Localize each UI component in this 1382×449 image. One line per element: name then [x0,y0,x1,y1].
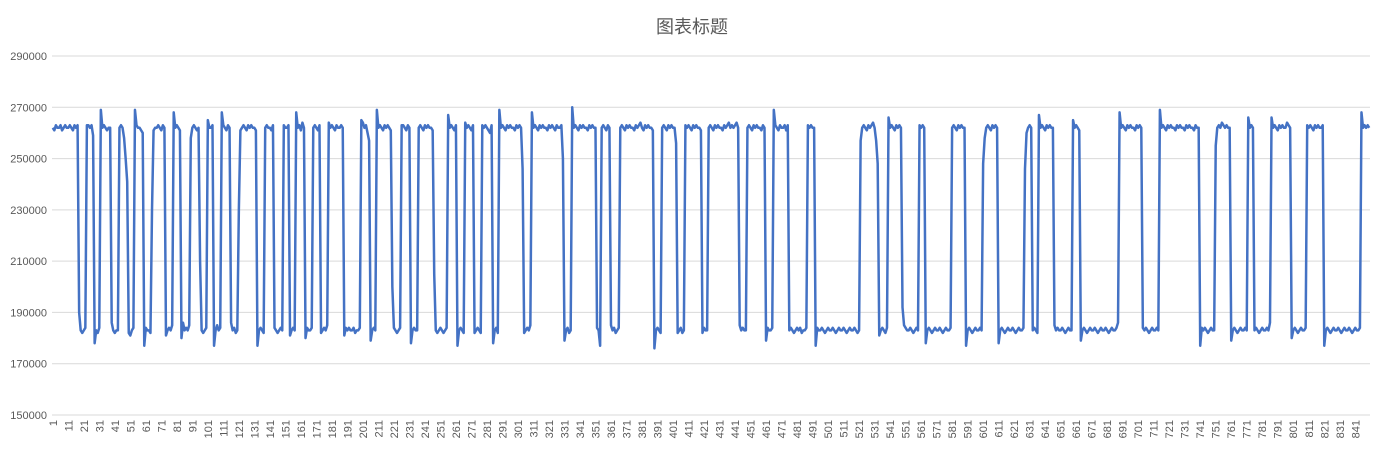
x-tick-label: 801 [1288,420,1300,438]
x-tick-label: 261 [451,420,463,438]
x-tick-label: 451 [746,420,758,438]
x-tick-label: 291 [497,420,509,438]
x-tick-label: 821 [1319,420,1331,438]
x-tick-label: 671 [1087,420,1099,438]
x-tick-label: 211 [373,420,385,438]
x-tick-label: 561 [916,420,928,438]
x-tick-label: 181 [327,420,339,438]
x-tick-label: 141 [265,420,277,438]
x-tick-label: 631 [1025,420,1037,438]
x-tick-label: 831 [1335,420,1347,438]
x-tick-label: 691 [1118,420,1130,438]
x-tick-label: 741 [1195,420,1207,438]
x-tick-label: 381 [637,420,649,438]
x-tick-label: 371 [621,420,633,438]
x-tick-label: 761 [1226,420,1238,438]
x-tick-label: 1 [48,420,60,426]
x-tick-label: 571 [932,420,944,438]
x-tick-label: 811 [1304,420,1316,438]
x-tick-label: 231 [404,420,416,438]
x-tick-label: 551 [901,420,913,438]
x-tick-label: 131 [249,420,261,438]
y-tick-label: 190000 [10,307,47,319]
x-tick-label: 621 [1009,420,1021,438]
x-tick-label: 771 [1242,420,1254,438]
x-tick-label: 651 [1056,420,1068,438]
x-tick-label: 501 [823,420,835,438]
x-tick-label: 331 [559,420,571,438]
x-tick-label: 301 [513,420,525,438]
x-tick-label: 241 [420,420,432,438]
x-tick-label: 751 [1211,420,1223,438]
x-tick-label: 191 [342,420,354,438]
x-tick-label: 31 [94,420,106,432]
x-tick-label: 351 [590,420,602,438]
x-tick-label: 151 [280,420,292,438]
x-tick-label: 491 [808,420,820,438]
x-tick-label: 251 [435,420,447,438]
x-tick-label: 71 [156,420,168,432]
x-tick-label: 411 [684,420,696,438]
x-tick-label: 661 [1071,420,1083,438]
y-tick-label: 210000 [10,256,47,268]
x-tick-label: 321 [544,420,556,438]
x-tick-label: 161 [296,420,308,438]
y-tick-label: 270000 [10,102,47,114]
x-tick-label: 441 [730,420,742,438]
x-tick-label: 841 [1350,420,1362,438]
x-tick-label: 721 [1164,420,1176,438]
x-tick-label: 281 [482,420,494,438]
x-tick-label: 711 [1149,420,1161,438]
x-tick-label: 701 [1133,420,1145,438]
x-tick-label: 431 [715,420,727,438]
x-tick-label: 731 [1180,420,1192,438]
x-tick-label: 21 [79,420,91,432]
x-tick-label: 391 [653,420,665,438]
data-line [51,106,1371,350]
x-tick-label: 781 [1257,420,1269,438]
x-tick-label: 401 [668,420,680,438]
x-tick-label: 531 [870,420,882,438]
x-tick-label: 111 [218,420,230,437]
x-tick-label: 791 [1273,420,1285,438]
x-tick-label: 41 [110,420,122,432]
x-tick-label: 601 [978,420,990,438]
x-tick-label: 271 [466,420,478,438]
x-tick-label: 521 [854,420,866,438]
x-tick-label: 611 [994,420,1006,438]
x-tick-label: 461 [761,420,773,438]
x-tick-label: 541 [885,420,897,438]
x-tick-label: 681 [1102,420,1114,438]
x-tick-label: 311 [528,420,540,438]
x-tick-label: 591 [963,420,975,438]
x-tick-label: 201 [358,420,370,438]
y-tick-label: 290000 [10,51,47,63]
x-tick-label: 171 [311,420,323,438]
x-tick-label: 221 [389,420,401,438]
x-tick-label: 511 [839,420,851,438]
chart-title: 图表标题 [656,17,728,37]
x-tick-label: 481 [792,420,804,438]
x-tick-label: 341 [575,420,587,438]
x-tick-label: 581 [947,420,959,438]
y-tick-label: 250000 [10,154,47,166]
x-tick-label: 121 [234,420,246,438]
x-tick-label: 91 [187,420,199,432]
x-tick-label: 101 [203,420,215,438]
y-tick-label: 150000 [10,410,47,422]
y-tick-label: 230000 [10,205,47,217]
y-tick-label: 170000 [10,359,47,371]
x-tick-label: 471 [777,420,789,438]
x-tick-label: 81 [172,420,184,432]
x-tick-label: 641 [1040,420,1052,438]
x-tick-label: 421 [699,420,711,438]
x-tick-label: 51 [125,420,137,432]
x-tick-label: 11 [63,420,75,431]
x-tick-label: 61 [141,420,153,432]
x-tick-label: 361 [606,420,618,438]
